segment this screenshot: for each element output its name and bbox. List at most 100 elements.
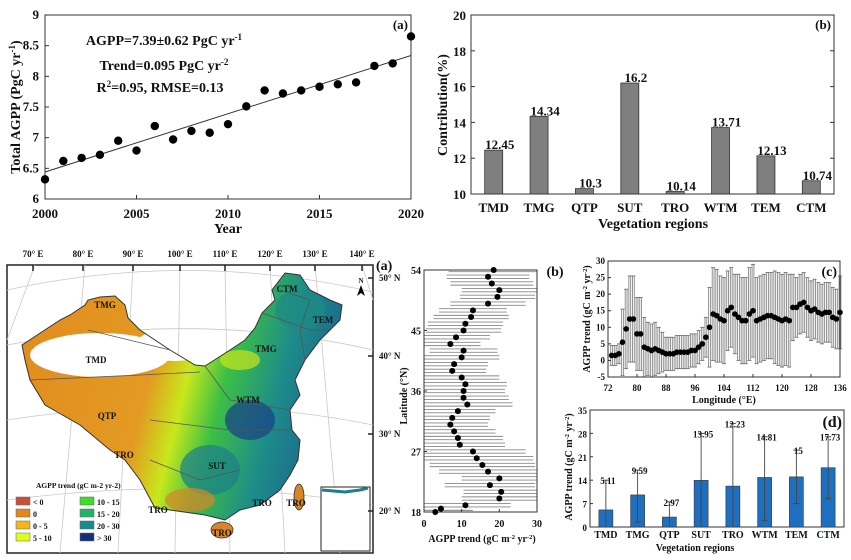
region-label: TMG	[94, 300, 116, 310]
data-point	[721, 317, 727, 324]
panel-label: (b)	[546, 265, 563, 280]
x-axis-label: Longitude (°E)	[692, 395, 756, 406]
plot-frame	[470, 14, 835, 195]
regional-trend-bar-chart: 0 7 14 21 28 35 5.11 TMD 9.59 TMG 2.97 QTP 13.95 SUT 1…	[564, 406, 845, 554]
y-tick-label: 8	[33, 68, 40, 83]
y-tick-label: 10	[596, 322, 606, 332]
data-point	[735, 314, 742, 321]
panel-label: (d)	[822, 414, 842, 431]
text-part: yr	[515, 534, 528, 545]
y-tick-label: 18	[411, 508, 421, 519]
legend-swatch	[79, 496, 95, 506]
data-point	[447, 340, 454, 347]
region-label: TRO	[148, 505, 168, 515]
china-agpp-trend-map: 70° E 80° E 90° E 100° E 110° E 120° E 130° E 1…	[6, 249, 401, 554]
text-part: yr	[564, 422, 575, 435]
text-part: Trend=0.095 PgC yr	[100, 59, 221, 74]
longitude-profile-chart: 72 80 88 96 104 112 120 128 136 -5 0 5 10 15 20 25 30 Lon…	[546, 256, 847, 406]
data-point	[458, 374, 465, 381]
legend-swatch	[15, 496, 31, 506]
data-label: 10.14	[667, 178, 697, 193]
data-label: 12.13	[757, 143, 787, 158]
data-point	[496, 287, 503, 294]
data-point	[447, 421, 454, 428]
data-point	[469, 307, 476, 314]
y-tick-label: 8.5	[23, 38, 40, 53]
plot-frame	[589, 409, 845, 528]
data-label: 15	[794, 446, 804, 456]
y-tick-label: 7	[33, 130, 40, 145]
text-part: )	[564, 413, 575, 416]
bar	[620, 82, 640, 195]
legend-swatch	[15, 520, 31, 530]
bar	[484, 149, 504, 195]
data-point	[456, 441, 463, 448]
x-tick-label: QTP	[571, 200, 598, 215]
x-tick-label: 2005	[124, 206, 151, 221]
x-tick-label: TRO	[722, 530, 744, 541]
data-point	[485, 273, 492, 280]
y-tick-label: 15	[596, 306, 606, 316]
data-label: 5.11	[600, 476, 616, 486]
data-point	[623, 326, 629, 332]
legend-label: 0 - 5	[33, 522, 48, 531]
data-point	[462, 381, 469, 388]
text-part: AGPP=7.39±0.62 PgC yr	[86, 34, 235, 49]
x-tick-label: TMD	[594, 530, 617, 541]
y-tick-label: 45	[411, 327, 421, 338]
y-tick-label: 5	[601, 339, 606, 349]
x-tick-label: 10	[457, 519, 467, 530]
data-point	[811, 306, 818, 312]
x-tick-label: CTM	[816, 530, 840, 541]
data-point	[468, 314, 475, 321]
text-part: AGPP trend (gC m	[428, 534, 510, 545]
data-point	[469, 448, 476, 455]
data-point	[630, 316, 637, 322]
y-tick-label: 14	[578, 476, 588, 486]
x-axis-label: Year	[214, 222, 242, 237]
trend-patch	[180, 445, 240, 495]
text-part: AGPP trend (gC m	[564, 439, 575, 521]
north-arrow-label: N	[358, 277, 363, 285]
inset-coast	[321, 486, 369, 494]
region-border	[149, 459, 241, 481]
south-china-sea-inset	[320, 486, 371, 552]
x-tick-label: 72	[604, 383, 614, 393]
data-point	[223, 119, 233, 129]
data-point	[458, 354, 465, 361]
x-axis-label: AGPP trend (gC m-2 yr-2)	[428, 534, 535, 546]
superscript: -2	[582, 286, 589, 291]
region-label: TRO	[286, 498, 306, 508]
text-part: )	[532, 534, 535, 545]
data-point	[187, 126, 196, 136]
text-part: =0.95, RMSE=0.13	[111, 81, 223, 96]
data-point	[462, 502, 469, 509]
legend-label: 0	[33, 510, 37, 519]
data-point	[800, 299, 807, 306]
data-point	[351, 78, 361, 87]
x-axis-label: Vegetation regions	[598, 217, 709, 232]
data-point	[40, 175, 50, 184]
trend-patch	[275, 290, 325, 330]
y-tick-label: 10	[453, 187, 466, 202]
y-tick-label: 36	[411, 387, 421, 398]
region-border	[279, 289, 311, 361]
x-tick-label: WTM	[704, 200, 738, 215]
legend-swatch	[79, 508, 95, 518]
data-point	[388, 59, 397, 68]
longitude-label: 90° E	[123, 249, 144, 259]
data-label: 10.3	[579, 176, 602, 191]
x-tick-label: SUT	[617, 200, 643, 215]
plot-frame	[423, 269, 538, 513]
data-point	[460, 327, 467, 334]
panel-label: (b)	[815, 17, 831, 32]
panel-label: (a)	[393, 17, 408, 32]
data-point	[804, 304, 811, 311]
y-tick-label: 6.5	[23, 160, 40, 175]
x-tick-label: TMG	[524, 200, 555, 215]
text-part: AGPP trend (gC m	[582, 291, 593, 373]
region-label: TEM	[313, 315, 334, 325]
annotation: Trend=0.095 PgC yr-2	[100, 57, 229, 74]
